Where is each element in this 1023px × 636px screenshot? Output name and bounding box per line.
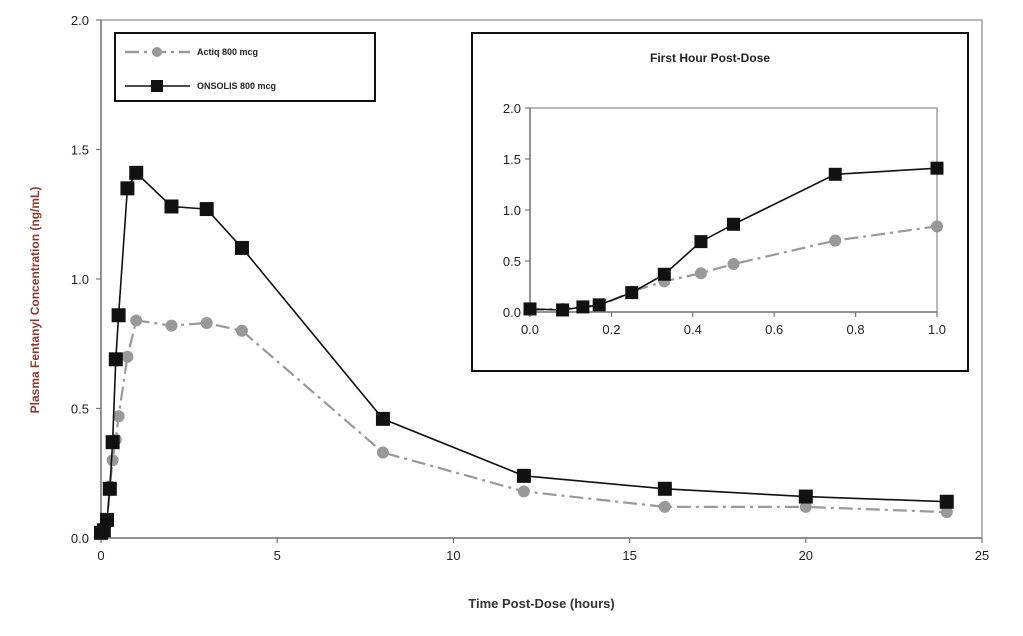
inset-x-tick-label: 1.0 bbox=[928, 322, 946, 337]
inset-y-tick-label: 0.0 bbox=[503, 305, 521, 320]
inset-title: First Hour Post-Dose bbox=[650, 51, 770, 65]
inset-x-tick-label: 0.6 bbox=[765, 322, 783, 337]
inset-point-square bbox=[625, 286, 639, 300]
inset-y-tick-label: 1.0 bbox=[503, 203, 521, 218]
inset-y-tick-label: 2.0 bbox=[503, 101, 521, 116]
main-y-tick-label: 2.0 bbox=[71, 13, 89, 28]
legend-label-0: Actiq 800 mcg bbox=[197, 47, 258, 57]
inset-series-line-1 bbox=[529, 167, 938, 311]
inset-frame bbox=[471, 32, 969, 372]
main-y-tick-label: 0.5 bbox=[71, 402, 89, 417]
x-axis-title: Time Post-Dose (hours) bbox=[468, 596, 614, 611]
legend-marker-square bbox=[151, 80, 163, 92]
main-x-tick-label: 25 bbox=[975, 548, 989, 563]
inset-point-circle bbox=[727, 258, 740, 271]
main-point-circle bbox=[165, 319, 178, 332]
inset: First Hour Post-Dose bbox=[471, 32, 969, 372]
main-point-square bbox=[375, 411, 390, 426]
main-x-tick-label: 5 bbox=[274, 548, 281, 563]
main-point-square bbox=[798, 489, 813, 504]
inset-point-square bbox=[930, 161, 944, 175]
inset-series-line-0 bbox=[529, 225, 938, 312]
inset-y-tick-label: 0.5 bbox=[503, 254, 521, 269]
inset-point-circle bbox=[829, 234, 842, 247]
main-point-circle bbox=[376, 446, 389, 459]
main-point-square bbox=[164, 199, 179, 214]
inset-x-tick-label: 0.2 bbox=[602, 322, 620, 337]
y-axis-title: Plasma Fentanyl Concentration (ng/mL) bbox=[28, 187, 42, 414]
main-point-circle bbox=[799, 500, 812, 513]
inset-point-square bbox=[657, 267, 671, 281]
main-point-square bbox=[111, 308, 126, 323]
inset-point-square bbox=[556, 303, 570, 317]
main-y-tick-label: 1.0 bbox=[71, 272, 89, 287]
main-x-tick-label: 15 bbox=[622, 548, 636, 563]
main-y-tick-label: 1.5 bbox=[71, 143, 89, 158]
main-point-square bbox=[129, 165, 144, 180]
inset-y-tick-label: 1.5 bbox=[503, 152, 521, 167]
main-point-square bbox=[516, 468, 531, 483]
inset-point-circle bbox=[931, 220, 943, 233]
inset-point-square bbox=[592, 298, 606, 312]
main-x-tick-label: 0 bbox=[97, 548, 104, 563]
inset-x-tick-label: 0.8 bbox=[847, 322, 865, 337]
inset-x-tick-label: 0.4 bbox=[684, 322, 702, 337]
legend-marker-circle bbox=[152, 47, 162, 57]
inset-x-tick-label: 0.0 bbox=[521, 322, 539, 337]
main-point-circle bbox=[517, 485, 530, 498]
inset-point-square bbox=[727, 217, 740, 231]
main-y-tick-label: 0.0 bbox=[71, 531, 89, 546]
inset-point-square bbox=[828, 167, 842, 181]
main-point-circle bbox=[112, 410, 125, 423]
main-x-tick-label: 10 bbox=[446, 548, 460, 563]
main-plot: 0.0 0.5 1.0 1.5 2.0 0 5 10 15 20 25 bbox=[71, 13, 989, 563]
main-point-square bbox=[99, 512, 114, 527]
main-point-square bbox=[939, 494, 954, 509]
main-point-circle bbox=[658, 500, 671, 513]
inset-point-square bbox=[694, 235, 708, 249]
legend: Actiq 800 mcg ONSOLIS 800 mcg bbox=[114, 32, 376, 102]
main-point-square bbox=[120, 181, 135, 196]
inset-plot: 0.0 0.5 1.0 1.5 2.0 0.0 0.2 0.4 0.6 0.8 1.0 bbox=[503, 101, 946, 337]
legend-label-1: ONSOLIS 800 mcg bbox=[197, 81, 276, 91]
main-point-circle bbox=[235, 324, 248, 337]
main-x-tick-label: 20 bbox=[799, 548, 813, 563]
inset-point-square bbox=[576, 300, 590, 314]
inset-point-square bbox=[523, 302, 537, 316]
main-point-square bbox=[199, 202, 214, 217]
main-point-circle bbox=[121, 350, 134, 363]
main-point-circle bbox=[130, 314, 143, 327]
main-point-square bbox=[657, 481, 672, 496]
main-point-square bbox=[108, 352, 123, 367]
inset-point-circle bbox=[694, 267, 707, 280]
main-point-circle bbox=[940, 506, 953, 519]
main-point-square bbox=[105, 435, 120, 450]
main-point-circle bbox=[200, 317, 213, 330]
main-point-circle bbox=[106, 454, 119, 467]
main-point-square bbox=[102, 481, 117, 496]
main-point-square bbox=[234, 240, 249, 255]
legend-box bbox=[114, 32, 376, 102]
